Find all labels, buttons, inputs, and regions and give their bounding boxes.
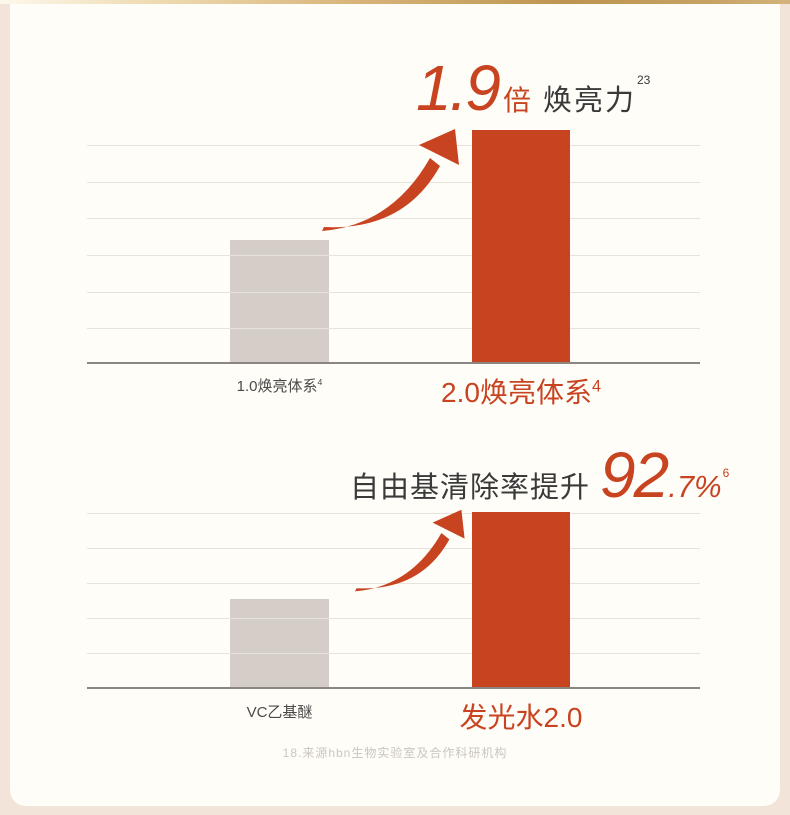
gridline	[87, 653, 700, 654]
chart1-category-old-label: 1.0焕亮体系	[236, 378, 318, 395]
gridline	[87, 548, 700, 549]
chart1-plot-area	[87, 130, 700, 364]
chart2-headline-value: 92	[600, 439, 669, 511]
chart1-category-new: 2.0焕亮体系4	[411, 371, 631, 411]
chart1-bar-old-system	[230, 240, 329, 363]
chart2-category-vc-ether-label: VC乙基醚	[246, 704, 313, 721]
chart1-headline: 1.9 倍 焕亮力 23	[416, 56, 650, 120]
gridline	[87, 292, 700, 293]
chart1-headline-value: 1.9	[416, 52, 501, 124]
gridline	[87, 255, 700, 256]
chart2-category-glow-water: 发光水2.0	[411, 696, 631, 736]
chart2-category-vc-ether: VC乙基醚	[230, 701, 329, 722]
chart1-axis-line	[87, 362, 700, 364]
gridline	[87, 328, 700, 329]
gridline	[87, 145, 700, 146]
chart1-headline-text: 焕亮力	[542, 85, 636, 117]
growth-arrow-icon	[322, 129, 459, 231]
chart2-headline-decimal: .7%	[668, 469, 722, 504]
chart2-axis-line	[87, 687, 700, 689]
gridline	[87, 513, 700, 514]
source-note: 18.来源hbn生物实验室及合作科研机构	[282, 746, 508, 760]
chart2-headline: 自由基清除率提升 92 .7% 6	[350, 443, 729, 507]
chart2-headline-prefix: 自由基清除率提升	[350, 472, 591, 504]
chart1-bar-new-system	[472, 130, 570, 363]
chart1-category-old-footnote: 4	[317, 377, 323, 387]
gridline	[87, 218, 700, 219]
chart2-headline-footnote: 6	[722, 466, 730, 480]
gridline	[87, 182, 700, 183]
chart1-category-new-footnote: 4	[591, 377, 601, 396]
chart2-plot-area	[87, 512, 700, 689]
chart1-category-new-label: 2.0焕亮体系	[441, 377, 592, 408]
content-card: 1.9 倍 焕亮力 23 1.0焕亮体系4 2.0焕亮体系4 自由基清除率提升 …	[10, 4, 780, 806]
chart2-bar-vc-ether	[230, 598, 329, 688]
chart2-bar-glow-water20	[472, 512, 570, 688]
chart2-category-glow-water-label: 发光水2.0	[459, 702, 583, 733]
chart1-headline-footnote: 23	[637, 73, 651, 87]
growth-arrow-icon	[355, 509, 465, 592]
gridline	[87, 618, 700, 619]
chart1-category-old: 1.0焕亮体系4	[230, 375, 329, 396]
chart1-headline-unit: 倍	[502, 85, 531, 116]
gold-divider-line	[0, 0, 790, 4]
